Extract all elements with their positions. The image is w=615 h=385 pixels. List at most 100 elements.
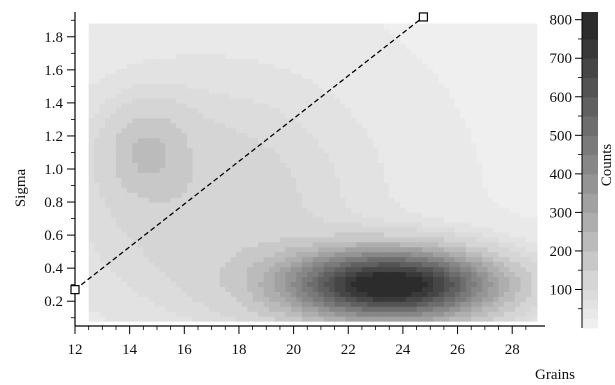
heatmap-cell xyxy=(181,316,188,322)
heatmap-cell xyxy=(520,256,527,263)
heatmap-cell xyxy=(170,192,177,198)
heatmap-cell xyxy=(509,221,516,228)
heatmap-cell xyxy=(296,53,303,59)
heatmap-cell xyxy=(258,147,265,154)
heatmap-cell xyxy=(230,127,237,134)
heatmap-cell xyxy=(263,167,270,173)
heatmap-cell xyxy=(411,211,418,218)
heatmap-cell xyxy=(247,276,254,282)
heatmap-cell xyxy=(197,271,205,278)
heatmap-cell xyxy=(476,28,483,35)
heatmap-cell xyxy=(471,311,478,317)
heatmap-cell xyxy=(307,187,314,193)
x-tick-label: 12 xyxy=(68,342,83,358)
heatmap-cell xyxy=(318,97,325,104)
heatmap-cell xyxy=(509,301,516,307)
heatmap-cell xyxy=(285,187,292,193)
heatmap-cell xyxy=(165,43,172,49)
heatmap-cell xyxy=(247,231,254,238)
heatmap-cell xyxy=(443,256,450,263)
heatmap-cell xyxy=(471,38,478,44)
heatmap-cell xyxy=(389,88,396,94)
heatmap-cell xyxy=(443,266,450,273)
heatmap-cell xyxy=(110,107,117,114)
heatmap-cell xyxy=(290,152,297,159)
heatmap-cell xyxy=(345,112,352,119)
heatmap-cell xyxy=(487,226,494,233)
heatmap-cell xyxy=(493,147,500,154)
heatmap-cell xyxy=(274,68,281,74)
heatmap-cell xyxy=(367,291,374,297)
heatmap-cell xyxy=(449,112,456,119)
heatmap-cell xyxy=(165,286,172,292)
heatmap-cell xyxy=(247,88,254,94)
heatmap-cell xyxy=(165,147,172,154)
heatmap-cell xyxy=(504,83,511,89)
heatmap-cell xyxy=(203,271,210,278)
heatmap-cell xyxy=(361,211,368,218)
heatmap-cell xyxy=(350,48,358,54)
heatmap-cell xyxy=(214,221,221,228)
heatmap-cell xyxy=(143,207,150,213)
heatmap-cell xyxy=(476,43,483,49)
heatmap-cell xyxy=(340,162,347,168)
heatmap-cell xyxy=(372,311,379,317)
heatmap-cell xyxy=(203,261,210,268)
heatmap-cell xyxy=(269,157,276,163)
heatmap-cell xyxy=(203,112,210,119)
heatmap-cell xyxy=(241,172,248,178)
heatmap-cell xyxy=(296,43,303,49)
heatmap-cell xyxy=(170,142,177,149)
heatmap-cell xyxy=(132,276,139,282)
heatmap-cell xyxy=(416,251,423,258)
heatmap-cell xyxy=(476,207,483,213)
heatmap-cell xyxy=(241,226,248,233)
heatmap-cell xyxy=(159,112,166,119)
heatmap-cell xyxy=(525,132,532,139)
heatmap-cell xyxy=(290,68,297,74)
heatmap-cell xyxy=(389,187,396,193)
heatmap-cell xyxy=(427,301,434,307)
heatmap-cell xyxy=(394,88,401,94)
heatmap-cell xyxy=(427,266,434,273)
heatmap-cell xyxy=(378,192,385,198)
heatmap-cell xyxy=(121,68,128,74)
heatmap-cell xyxy=(296,132,303,139)
heatmap-cell xyxy=(493,53,500,59)
heatmap-cell xyxy=(88,63,95,69)
heatmap-cell xyxy=(383,88,390,94)
heatmap-cell xyxy=(307,147,314,154)
heatmap-cell xyxy=(279,207,287,213)
heatmap-cell xyxy=(159,122,166,129)
heatmap-cell xyxy=(334,147,341,154)
heatmap-cell xyxy=(493,177,500,183)
heatmap-cell xyxy=(509,117,516,124)
heatmap-cell xyxy=(443,33,450,40)
heatmap-cell xyxy=(99,83,106,89)
heatmap-cell xyxy=(115,63,123,69)
heatmap-cell xyxy=(263,162,270,168)
heatmap-cell xyxy=(99,48,106,54)
heatmap-cell xyxy=(367,172,374,178)
heatmap-cell xyxy=(394,137,401,144)
heatmap-cell xyxy=(258,132,265,139)
heatmap-cell xyxy=(514,251,522,258)
heatmap-cell xyxy=(504,197,511,203)
heatmap-cell xyxy=(258,261,265,268)
heatmap-cell xyxy=(252,216,259,223)
heatmap-cell xyxy=(165,177,172,183)
heatmap-cell xyxy=(350,281,358,287)
heatmap-cell xyxy=(504,187,511,193)
heatmap-cell xyxy=(476,286,483,292)
heatmap-cell xyxy=(422,286,429,292)
heatmap-cell xyxy=(154,306,161,312)
heatmap-cell xyxy=(372,192,379,198)
heatmap-cell xyxy=(400,296,407,302)
heatmap-cell xyxy=(88,147,95,154)
heatmap-cell xyxy=(394,246,401,253)
heatmap-cell xyxy=(236,211,243,218)
heatmap-cell xyxy=(170,296,177,302)
heatmap-cell xyxy=(247,127,254,134)
heatmap-cell xyxy=(247,306,254,312)
heatmap-cell xyxy=(318,251,325,258)
